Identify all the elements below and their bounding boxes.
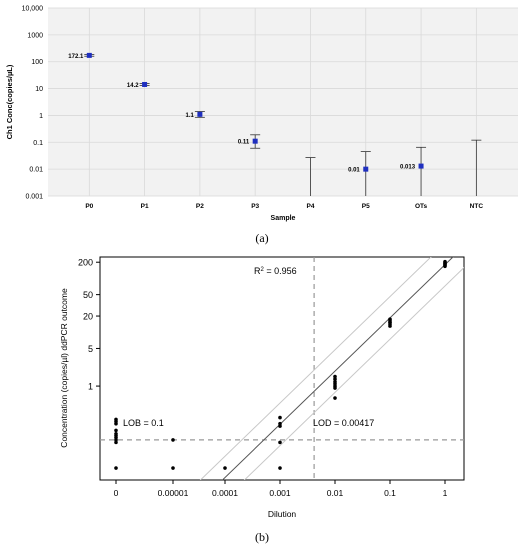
x-tick-label: 0: [114, 488, 119, 498]
data-point: [114, 438, 118, 442]
x-tick-label: 0.001: [269, 488, 291, 498]
x-tick-label: 0.01: [327, 488, 344, 498]
panel-b-x-axis-label: Dilution: [268, 509, 297, 519]
y-tick-label: 1000: [27, 32, 43, 39]
data-point: [171, 466, 175, 470]
x-tick-label: P3: [251, 203, 259, 210]
lower-prediction-band: [243, 266, 464, 480]
panel-b: 1 5 20 50 200 0 0.00001 0.0001 0.001 0.01 0.1 1 R2…: [59, 256, 465, 544]
y-tick-label: 0.001: [25, 194, 43, 201]
data-point: [171, 438, 175, 442]
x-tick-label: 0.1: [384, 488, 396, 498]
y-tick-label: 100: [31, 59, 43, 66]
panel-a-x-axis-label: Sample: [271, 215, 296, 222]
panel-b-r-squared: R2 = 0.956: [254, 266, 297, 276]
y-tick-label: 10,000: [22, 6, 44, 13]
panel-a-x-ticks: P0 P1 P2 P3 P4 P5 OTs NTC: [85, 203, 483, 210]
panel-a-y-axis-label: Ch1 Conc(copies/µL): [5, 64, 14, 139]
y-tick-label: 1: [88, 382, 93, 392]
data-point: [388, 324, 392, 328]
upper-prediction-band: [199, 257, 432, 480]
panel-a-y-ticks: 0.001 0.01 0.1 1 10 100 1000 10,000: [22, 6, 44, 201]
x-tick-label: P1: [141, 203, 149, 210]
data-label: 0.11: [238, 140, 250, 146]
data-point: [278, 440, 282, 445]
data-point: [252, 138, 258, 144]
y-tick-label: 10: [35, 86, 43, 93]
data-point: [278, 466, 282, 470]
x-tick-label: P0: [85, 203, 93, 210]
panel-a-plot-area: [48, 8, 518, 196]
panel-b-label: (b): [255, 530, 269, 544]
data-point: [278, 421, 282, 426]
data-point: [86, 52, 92, 58]
data-point: [363, 166, 369, 172]
data-point: [333, 377, 337, 381]
y-tick-label: 1: [39, 113, 43, 120]
panel-b-marks: [114, 259, 447, 470]
panel-b-lob-label: LOB = 0.1: [123, 418, 164, 428]
data-label: 14.2: [127, 83, 139, 89]
data-point: [278, 415, 282, 420]
x-tick-label: 0.00001: [158, 488, 189, 498]
data-point: [278, 424, 282, 428]
x-tick-label: 0.0001: [212, 488, 238, 498]
panel-b-y-ticks: 1 5 20 50 200: [78, 258, 100, 392]
data-point: [333, 396, 337, 400]
data-point: [443, 264, 447, 269]
x-tick-label: NTC: [470, 203, 484, 210]
data-point: [114, 466, 118, 470]
panel-b-x-ticks: 0 0.00001 0.0001 0.001 0.01 0.1 1: [114, 480, 448, 498]
y-tick-label: 5: [88, 344, 93, 354]
data-label: 172.1: [68, 54, 84, 60]
data-point: [114, 428, 118, 433]
data-label: 1.1: [186, 113, 195, 119]
x-tick-label: P2: [196, 203, 204, 210]
y-tick-label: 20: [83, 312, 93, 322]
data-point: [333, 386, 337, 390]
x-tick-label: OTs: [415, 203, 428, 210]
data-point: [333, 374, 337, 379]
panel-a-marks: 172.1 14.2 1.1 0.11 0.01 0.013: [68, 52, 482, 196]
panel-b-y-axis-label: Concentration (copies/µl) ddPCR outcome: [59, 288, 69, 448]
panel-b-lod-label: LOD = 0.00417: [313, 418, 374, 428]
panel-b-fit-lines: [100, 257, 464, 480]
y-tick-label: 0.1: [33, 140, 43, 147]
fit-line: [221, 257, 454, 480]
data-point: [223, 466, 227, 470]
data-point: [197, 111, 203, 117]
x-tick-label: P5: [362, 203, 370, 210]
data-label: 0.01: [348, 168, 360, 174]
y-tick-label: 0.01: [29, 167, 43, 174]
data-point: [418, 163, 424, 169]
data-point: [114, 421, 118, 426]
y-tick-label: 200: [78, 258, 93, 268]
x-tick-label: 1: [443, 488, 448, 498]
panel-a-label: (a): [255, 231, 268, 245]
data-label: 0.013: [400, 165, 416, 171]
data-point: [142, 81, 148, 87]
data-point: [114, 440, 118, 445]
x-tick-label: P4: [306, 203, 314, 210]
panel-b-plot-frame: [99, 256, 465, 481]
y-tick-label: 50: [83, 290, 93, 300]
